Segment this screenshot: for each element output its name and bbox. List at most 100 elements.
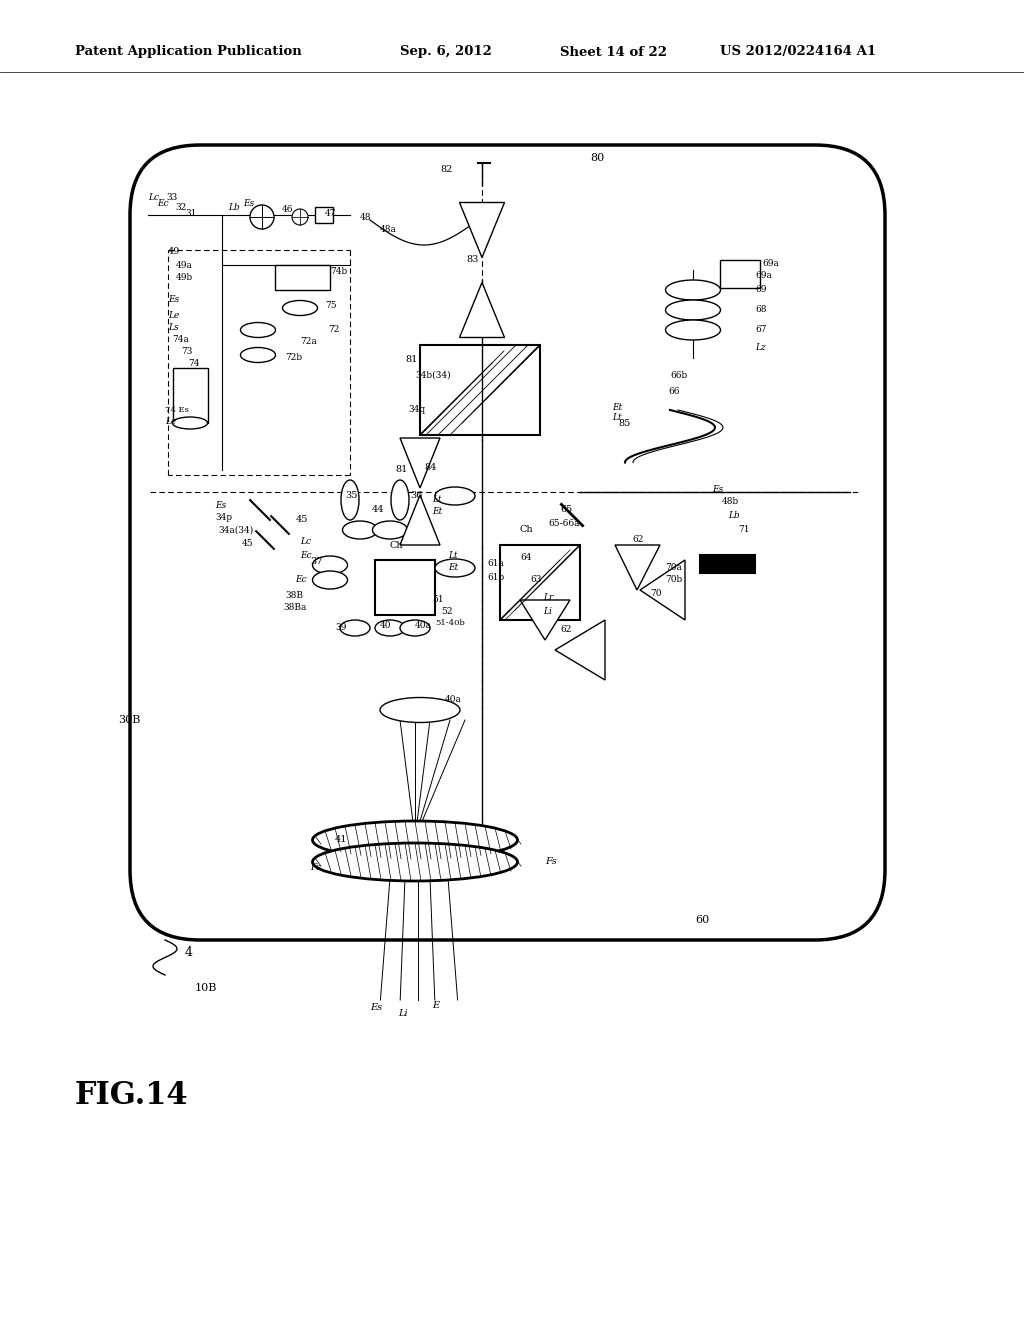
Text: 65-66a: 65-66a [548,519,580,528]
Ellipse shape [666,319,721,341]
Text: 38B: 38B [285,590,303,599]
Ellipse shape [373,521,408,539]
Text: 62: 62 [560,626,571,635]
Text: 48b: 48b [722,498,739,507]
Text: 69a: 69a [755,271,772,280]
Bar [275,265,330,290]
Text: 41: 41 [335,836,347,845]
Text: Ls: Ls [168,322,178,331]
Text: 4: 4 [185,945,193,958]
Text: 39: 39 [335,623,346,632]
Bar [720,260,760,288]
Text: Lt: Lt [432,495,441,504]
Text: 72: 72 [328,326,339,334]
Text: 35: 35 [345,491,357,499]
Bar [375,560,435,615]
Bar [700,554,755,573]
Ellipse shape [380,697,460,722]
Text: Es: Es [370,1003,382,1012]
Text: Sheet 14 of 22: Sheet 14 of 22 [560,45,667,58]
Polygon shape [555,620,605,680]
Text: 40a: 40a [445,696,462,705]
Polygon shape [615,545,660,590]
Text: Sep. 6, 2012: Sep. 6, 2012 [400,45,492,58]
Text: 47: 47 [325,209,337,218]
Text: 70: 70 [650,589,662,598]
Text: Lb: Lb [728,511,739,520]
Text: Le: Le [168,310,179,319]
Bar [173,368,208,422]
Text: 34a(34): 34a(34) [218,525,253,535]
Polygon shape [520,601,570,640]
Text: 40: 40 [380,620,391,630]
Text: 81: 81 [395,466,408,474]
Text: Fs: Fs [545,858,557,866]
Text: 80: 80 [590,153,604,162]
Text: Es: Es [712,486,723,495]
Text: 34p: 34p [215,513,232,523]
Text: 63: 63 [530,576,542,585]
Ellipse shape [341,480,359,520]
Text: 74: 74 [188,359,200,367]
Ellipse shape [241,322,275,338]
Ellipse shape [312,821,517,859]
Text: 61a: 61a [487,558,504,568]
Text: 72a: 72a [300,338,316,346]
Text: 74 Es: 74 Es [165,407,188,414]
Text: Ch: Ch [520,525,534,535]
Text: 44: 44 [372,506,384,515]
Text: Et: Et [432,507,442,516]
Text: 72b: 72b [285,354,302,363]
Text: Lt: Lt [449,550,458,560]
Polygon shape [460,282,505,338]
Bar [420,345,540,436]
Polygon shape [460,202,505,257]
Text: 38Ba: 38Ba [283,603,306,612]
Text: 49: 49 [168,248,180,256]
Text: 10B: 10B [195,983,217,993]
Text: Lr: Lr [543,594,553,602]
Text: 34b(34): 34b(34) [415,371,451,380]
Text: 66b: 66b [670,371,687,380]
Text: 40a: 40a [415,620,432,630]
Text: 85: 85 [618,418,630,428]
Ellipse shape [241,347,275,363]
Text: 64: 64 [520,553,531,562]
Polygon shape [640,560,685,620]
Bar [500,545,580,620]
Text: 73: 73 [181,347,193,356]
Ellipse shape [342,521,378,539]
Text: 48a: 48a [380,226,397,235]
Text: 49b: 49b [176,272,194,281]
Text: Lb: Lb [228,202,240,211]
Text: 70a: 70a [665,564,682,573]
Text: 61b: 61b [487,573,504,582]
Text: Et: Et [449,562,459,572]
Text: Es: Es [243,199,254,209]
Text: Li: Li [398,1008,408,1018]
Ellipse shape [391,480,409,520]
Text: 52: 52 [441,607,453,616]
Text: 30B: 30B [118,715,140,725]
Ellipse shape [312,556,347,574]
FancyBboxPatch shape [130,145,885,940]
Text: Fs: Fs [310,863,321,873]
Text: Lc: Lc [300,537,311,546]
Text: US 2012/0224164 A1: US 2012/0224164 A1 [720,45,877,58]
Text: 71: 71 [738,525,750,535]
Text: 48: 48 [360,214,372,223]
Text: 49a: 49a [176,260,193,269]
Text: 51: 51 [432,595,443,605]
Text: 75: 75 [325,301,337,309]
Text: 46: 46 [282,206,294,214]
Polygon shape [400,438,440,488]
Text: 67: 67 [755,326,767,334]
Text: Et: Et [612,404,623,412]
Text: 34q: 34q [408,405,425,414]
Text: 33: 33 [166,194,177,202]
Text: 69a: 69a [762,260,779,268]
Text: 37: 37 [310,557,323,566]
Text: Es: Es [168,296,179,305]
Ellipse shape [435,558,475,577]
Text: 66: 66 [668,388,680,396]
